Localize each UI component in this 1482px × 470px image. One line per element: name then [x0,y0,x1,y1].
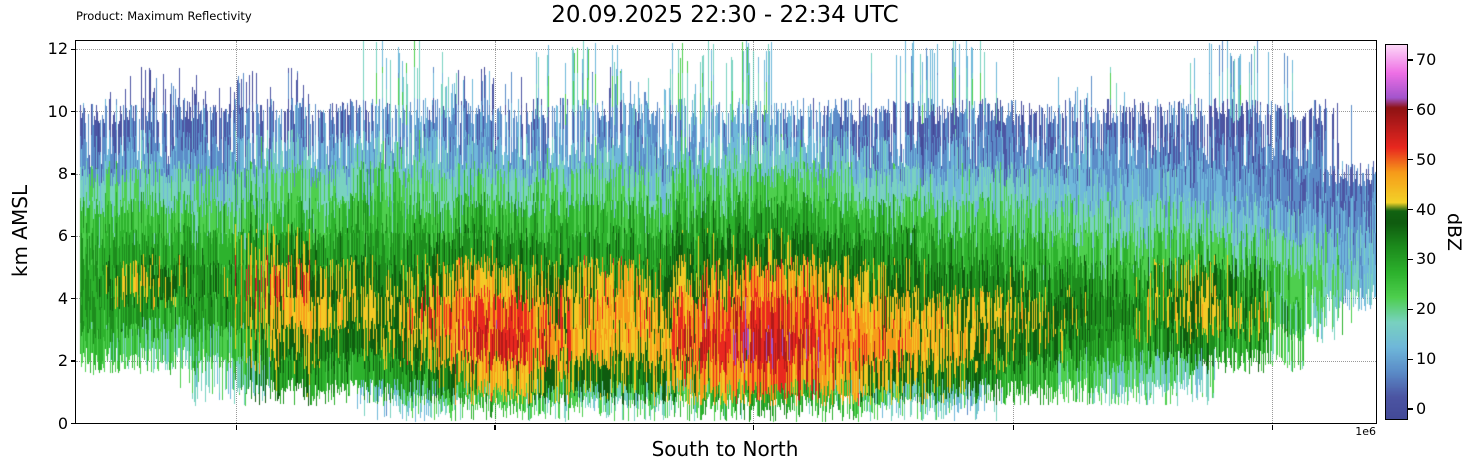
x-tick [494,425,496,430]
x-axis-offset-label: 1e6 [1355,425,1376,438]
colorbar-tick [1408,59,1413,61]
x-tick [1271,425,1274,430]
reflectivity-heatmap-canvas [76,41,1376,423]
colorbar-tick [1408,159,1413,161]
y-tick [70,235,75,238]
y-tick-label: 8 [57,164,68,184]
y-tick [70,111,75,113]
colorbar-tick-label: 60 [1416,99,1437,119]
colorbar-tick-label: 70 [1416,49,1437,69]
colorbar-tick-label: 30 [1416,249,1437,269]
colorbar-tick-label: 0 [1416,399,1427,419]
colorbar-tick-label: 10 [1416,349,1437,369]
y-tick [70,360,75,362]
y-tick-label: 0 [57,413,68,433]
colorbar-label: dBZ [1443,212,1465,252]
y-tick [70,48,75,50]
x-tick [1013,425,1015,430]
x-tick [235,425,238,430]
chart-title: 20.09.2025 22:30 - 22:34 UTC [551,2,899,28]
colorbar-tick [1408,109,1413,111]
colorbar-tick-label: 40 [1416,199,1437,219]
y-tick [70,173,75,175]
product-label: Product: Maximum Reflectivity [76,9,252,23]
y-tick-label: 10 [47,101,68,121]
y-tick-label: 12 [47,39,68,59]
y-tick [70,298,75,300]
plot-area [75,40,1377,424]
colorbar-tick [1408,258,1413,261]
x-axis-label: South to North [651,437,799,461]
colorbar-tick [1408,358,1413,360]
colorbar-tick [1408,208,1413,211]
colorbar-tick [1408,408,1413,410]
colorbar-tick-label: 20 [1416,299,1437,319]
colorbar-gradient [1385,44,1408,420]
y-tick-label: 6 [57,226,68,246]
y-tick-label: 4 [57,288,68,308]
y-tick-label: 2 [57,351,68,371]
colorbar-tick [1408,308,1413,310]
colorbar-tick-label: 50 [1416,149,1437,169]
y-tick [70,422,75,425]
x-tick [753,425,755,430]
